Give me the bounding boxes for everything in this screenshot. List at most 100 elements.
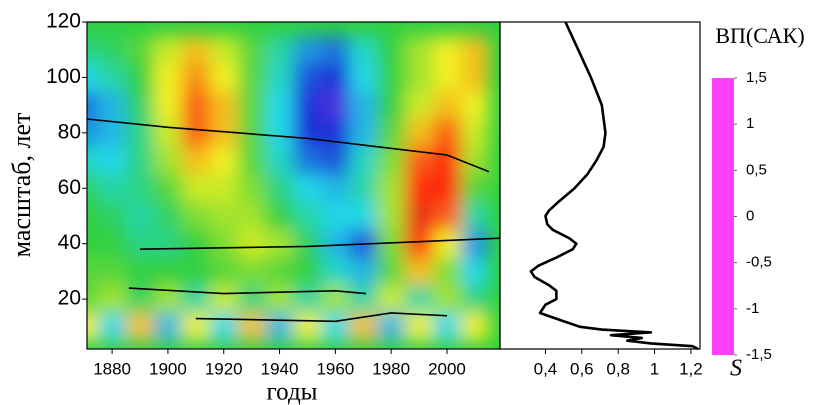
y-axis-label: масштаб, лет <box>7 113 36 258</box>
heatmap-cell <box>266 64 294 92</box>
heatmap-cell <box>321 64 349 92</box>
heatmap-cell <box>294 147 322 175</box>
heatmap-cell <box>238 313 266 341</box>
heatmap-cell <box>377 119 405 147</box>
heatmap-cell <box>461 174 489 202</box>
heatmap-cell <box>210 202 238 230</box>
heatmap-cell <box>405 119 433 147</box>
heatmap-cell <box>182 64 210 92</box>
heatmap-cell <box>238 258 266 286</box>
heatmap-cell <box>154 174 182 202</box>
heatmap-cell <box>210 91 238 119</box>
heatmap-cell <box>377 174 405 202</box>
heatmap-cell <box>210 230 238 258</box>
heatmap-cell <box>266 258 294 286</box>
heatmap-cell <box>433 36 461 64</box>
heatmap-cell <box>98 91 126 119</box>
heatmap-cell <box>154 36 182 64</box>
x-axis-label: годы <box>267 379 318 405</box>
colorbar-tick-label: 1,5 <box>746 69 767 86</box>
heatmap-cell <box>210 147 238 175</box>
heatmap-cell <box>238 91 266 119</box>
heatmap-cell <box>405 202 433 230</box>
x-tick-label: 1980 <box>372 359 410 378</box>
heatmap-cell <box>405 285 433 313</box>
heatmap-cell <box>349 36 377 64</box>
x-tick-label: 1 <box>650 359 659 378</box>
heatmap-cell <box>405 313 433 341</box>
heatmap-cell <box>126 230 154 258</box>
heatmap-cell <box>461 258 489 286</box>
heatmap-cell <box>461 36 489 64</box>
heatmap-cell <box>126 64 154 92</box>
heatmap-cell <box>210 285 238 313</box>
heatmap-cell <box>321 36 349 64</box>
heatmap-cell <box>154 147 182 175</box>
heatmap-cell <box>182 230 210 258</box>
heatmap-cell <box>294 119 322 147</box>
heatmap-cell <box>321 91 349 119</box>
y-tick-label: 60 <box>58 176 81 199</box>
heatmap-cell <box>405 230 433 258</box>
y-tick-label: 20 <box>58 287 81 310</box>
x-tick-label: 0,4 <box>534 359 558 378</box>
heatmap-cell <box>154 230 182 258</box>
x-tick-label: 1960 <box>316 359 354 378</box>
heatmap-cell <box>461 230 489 258</box>
heatmap-cell <box>98 174 126 202</box>
heatmap-cell <box>154 313 182 341</box>
heatmap-cell <box>154 202 182 230</box>
heatmap-cell <box>266 36 294 64</box>
heatmap-cell <box>70 202 98 230</box>
heatmap-cell <box>321 258 349 286</box>
heatmap-cell <box>349 285 377 313</box>
heatmap-cell <box>294 64 322 92</box>
heatmap-cell <box>266 313 294 341</box>
heatmap-cell <box>377 285 405 313</box>
heatmap-cell <box>377 91 405 119</box>
heatmap-cell <box>126 36 154 64</box>
heatmap-cell <box>98 313 126 341</box>
heatmap-cell <box>126 202 154 230</box>
heatmap-cell <box>349 119 377 147</box>
heatmap-cell <box>182 36 210 64</box>
colorbar-tick-label: -0,5 <box>746 254 772 271</box>
heatmap-cell <box>461 119 489 147</box>
heatmap-cell <box>182 285 210 313</box>
heatmap <box>70 22 500 349</box>
heatmap-cell <box>98 258 126 286</box>
heatmap-cell <box>294 258 322 286</box>
x-tick-label: 1,2 <box>679 359 703 378</box>
heatmap-cell <box>461 202 489 230</box>
heatmap-cell <box>405 174 433 202</box>
colorbar-tick-label: 0,5 <box>746 161 767 178</box>
heatmap-cell <box>238 64 266 92</box>
heatmap-cell <box>182 119 210 147</box>
heatmap-cell <box>98 147 126 175</box>
heatmap-cell <box>182 313 210 341</box>
heatmap-cell <box>126 313 154 341</box>
heatmap-cell <box>238 202 266 230</box>
y-tick-label: 120 <box>46 10 81 33</box>
heatmap-cell <box>321 147 349 175</box>
heatmap-cell <box>70 313 98 341</box>
heatmap-cell <box>321 313 349 341</box>
heatmap-cell <box>321 202 349 230</box>
heatmap-cell <box>210 174 238 202</box>
heatmap-cell <box>321 174 349 202</box>
heatmap-cell <box>154 119 182 147</box>
heatmap-cell <box>266 202 294 230</box>
heatmap-cell <box>377 36 405 64</box>
heatmap-cell <box>210 64 238 92</box>
heatmap-cell <box>126 174 154 202</box>
s-axis-label: S <box>730 356 742 382</box>
heatmap-cell <box>433 285 461 313</box>
x-tick-label: 0,8 <box>606 359 630 378</box>
heatmap-cell <box>377 64 405 92</box>
heatmap-cell <box>266 285 294 313</box>
heatmap-cell <box>70 91 98 119</box>
heatmap-cell <box>405 36 433 64</box>
heatmap-cell <box>238 174 266 202</box>
y-tick-label: 40 <box>58 231 81 254</box>
heatmap-cell <box>210 258 238 286</box>
